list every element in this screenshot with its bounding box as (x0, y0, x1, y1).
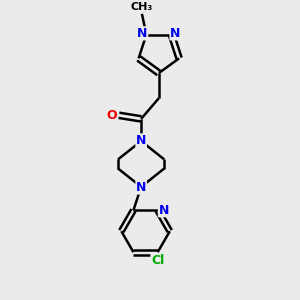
Text: N: N (136, 181, 146, 194)
Text: N: N (136, 134, 146, 147)
Text: CH₃: CH₃ (131, 2, 153, 12)
Text: N: N (137, 27, 148, 40)
Text: O: O (106, 109, 117, 122)
Text: N: N (170, 27, 180, 40)
Text: Cl: Cl (151, 254, 164, 267)
Text: N: N (158, 204, 169, 217)
